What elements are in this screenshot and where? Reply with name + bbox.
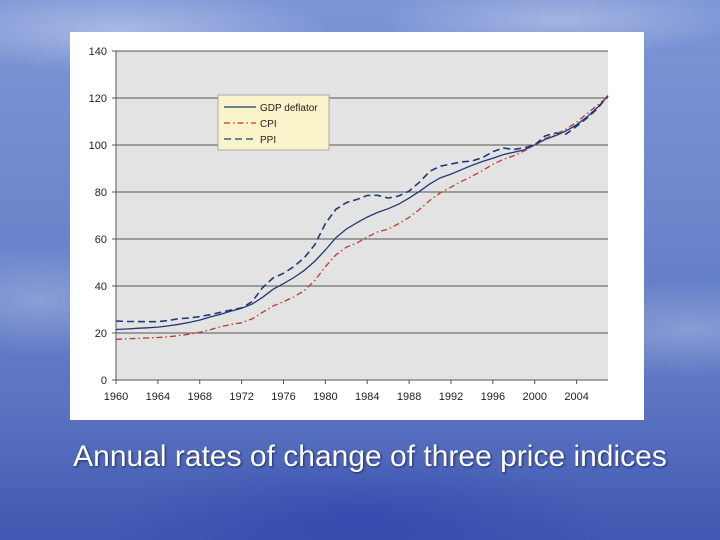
plot-background bbox=[116, 51, 608, 380]
grid-layer bbox=[116, 50, 608, 381]
series-line-cpi bbox=[115, 96, 609, 340]
legend: GDP deflator CPI PPI bbox=[217, 94, 330, 151]
legend-label-cpi: CPI bbox=[260, 119, 277, 130]
y-tick-label: 40 bbox=[95, 281, 107, 293]
chart-panel: 0 20 40 60 80 100 120 140 1960 1964 1968 1972 1976 19… bbox=[70, 32, 644, 420]
y-tick-label: 60 bbox=[95, 234, 107, 246]
x-tick-label: 1980 bbox=[313, 391, 337, 403]
x-tick-label: 1960 bbox=[104, 391, 128, 403]
legend-label-ppi: PPI bbox=[260, 135, 276, 146]
x-tick-label: 1992 bbox=[439, 391, 463, 403]
x-tick-label: 2000 bbox=[522, 391, 546, 403]
series-line-gdp-deflator bbox=[115, 95, 609, 331]
x-tick-label: 1964 bbox=[146, 391, 170, 403]
axis-layer: 0 20 40 60 80 100 120 140 1960 1964 1968 1972 1976 19… bbox=[89, 46, 608, 403]
x-tick-label: 1968 bbox=[188, 391, 212, 403]
legend-label-gdp-deflator: GDP deflator bbox=[260, 103, 318, 114]
x-tick-label: 2004 bbox=[564, 391, 588, 403]
y-tick-label: 100 bbox=[89, 140, 107, 152]
x-tick-label: 1984 bbox=[355, 391, 379, 403]
y-tick-label: 0 bbox=[101, 375, 107, 387]
series-line-ppi bbox=[115, 95, 609, 323]
x-tick-label: 1972 bbox=[229, 391, 253, 403]
x-tick-label: 1996 bbox=[481, 391, 505, 403]
y-tick-label: 20 bbox=[95, 328, 107, 340]
legend-box bbox=[217, 94, 330, 151]
x-tick-label: 1976 bbox=[271, 391, 295, 403]
y-tick-label: 140 bbox=[89, 46, 107, 58]
slide-caption: Annual rates of change of three price in… bbox=[73, 440, 667, 473]
y-tick-label: 120 bbox=[89, 93, 107, 105]
line-chart: 0 20 40 60 80 100 120 140 1960 1964 1968 1972 1976 19… bbox=[89, 46, 609, 403]
series-layer bbox=[115, 95, 609, 340]
x-tick-label: 1988 bbox=[397, 391, 421, 403]
y-tick-label: 80 bbox=[95, 187, 107, 199]
